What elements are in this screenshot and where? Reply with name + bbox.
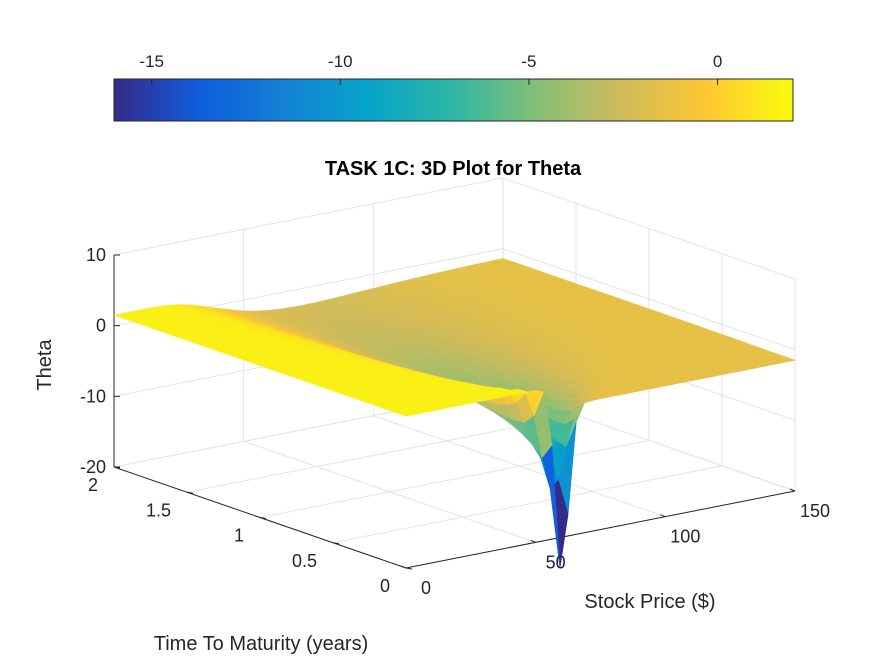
y-tick-label: 0.5 <box>292 551 317 571</box>
colorbar-tick-label: -5 <box>521 52 536 71</box>
surface-patch <box>395 410 416 417</box>
x-tick-mark <box>789 488 796 492</box>
y-tick-mark <box>332 542 340 545</box>
colorbar: -15 -10 -5 0 <box>113 52 794 122</box>
chart-title: TASK 1C: 3D Plot for Theta <box>325 158 582 180</box>
theta-surface <box>112 258 797 569</box>
y-tick-mark <box>186 491 194 494</box>
y-axis-label: Time To Maturity (years) <box>154 633 368 655</box>
colorbar-ticks: -15 -10 -5 0 <box>139 52 722 85</box>
y-tick-label: 1.5 <box>146 500 171 520</box>
y-tick-label: 0 <box>380 576 390 596</box>
grid-line <box>502 177 796 280</box>
z-tick-label: -20 <box>80 457 106 477</box>
colorbar-tick-label: -15 <box>139 52 164 71</box>
x-tick-label: 50 <box>546 552 566 572</box>
grid-line <box>332 465 723 544</box>
z-tick-label: 0 <box>96 316 106 336</box>
x-tick-label: 150 <box>800 501 830 521</box>
x-tick-mark <box>660 514 666 518</box>
z-tick-label: -10 <box>80 386 106 406</box>
y-tick-mark <box>113 466 121 469</box>
x-axis-label: Stock Price ($) <box>584 591 715 613</box>
grid-line <box>259 440 650 518</box>
colorbar-tick-label: -10 <box>328 52 353 71</box>
grid-line <box>186 414 577 493</box>
y-tick-mark <box>405 567 413 570</box>
x-tick-label: 100 <box>670 527 700 547</box>
y-tick-label: 2 <box>88 475 98 495</box>
x-tick-label: 0 <box>421 578 431 598</box>
y-tick-mark <box>259 517 267 519</box>
x-tick-mark <box>400 565 407 569</box>
z-axis-label: Theta <box>34 339 56 391</box>
colorbar-gradient <box>113 78 794 122</box>
grid-line <box>502 248 796 351</box>
grid-line <box>113 177 504 256</box>
z-tick-label: 10 <box>86 245 106 265</box>
colorbar-tick-label: 0 <box>713 52 722 71</box>
x-axis-line <box>405 490 796 569</box>
x-tick-mark <box>530 539 536 543</box>
y-tick-label: 1 <box>234 526 244 546</box>
